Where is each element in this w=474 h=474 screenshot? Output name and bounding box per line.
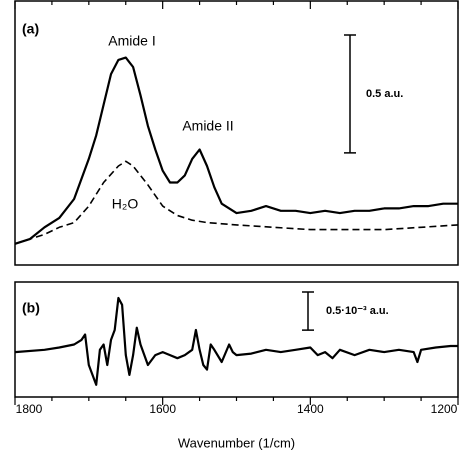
scale-bar bbox=[302, 291, 314, 331]
x-tick-label: 1800 bbox=[16, 402, 43, 416]
annotation: Amide I bbox=[108, 33, 155, 49]
annotation: (b) bbox=[22, 300, 40, 316]
spectrum-line bbox=[14, 296, 458, 386]
scale-bar-label: 0.5 a.u. bbox=[366, 88, 403, 100]
spectrum-line bbox=[14, 160, 459, 245]
spectrum-line bbox=[14, 56, 458, 245]
scale-bar-label: 0.5·10⁻³ a.u. bbox=[326, 305, 389, 317]
x-tick-label: 1400 bbox=[297, 402, 324, 416]
x-axis-label: Wavenumber (1/cm) bbox=[178, 435, 295, 450]
annotation: (a) bbox=[22, 21, 39, 37]
x-tick-label: 1600 bbox=[149, 402, 176, 416]
scale-bar bbox=[344, 34, 356, 154]
annotation: H₂O bbox=[112, 196, 139, 212]
annotation: Amide II bbox=[182, 118, 233, 134]
x-tick-label: 1200 bbox=[431, 402, 458, 416]
